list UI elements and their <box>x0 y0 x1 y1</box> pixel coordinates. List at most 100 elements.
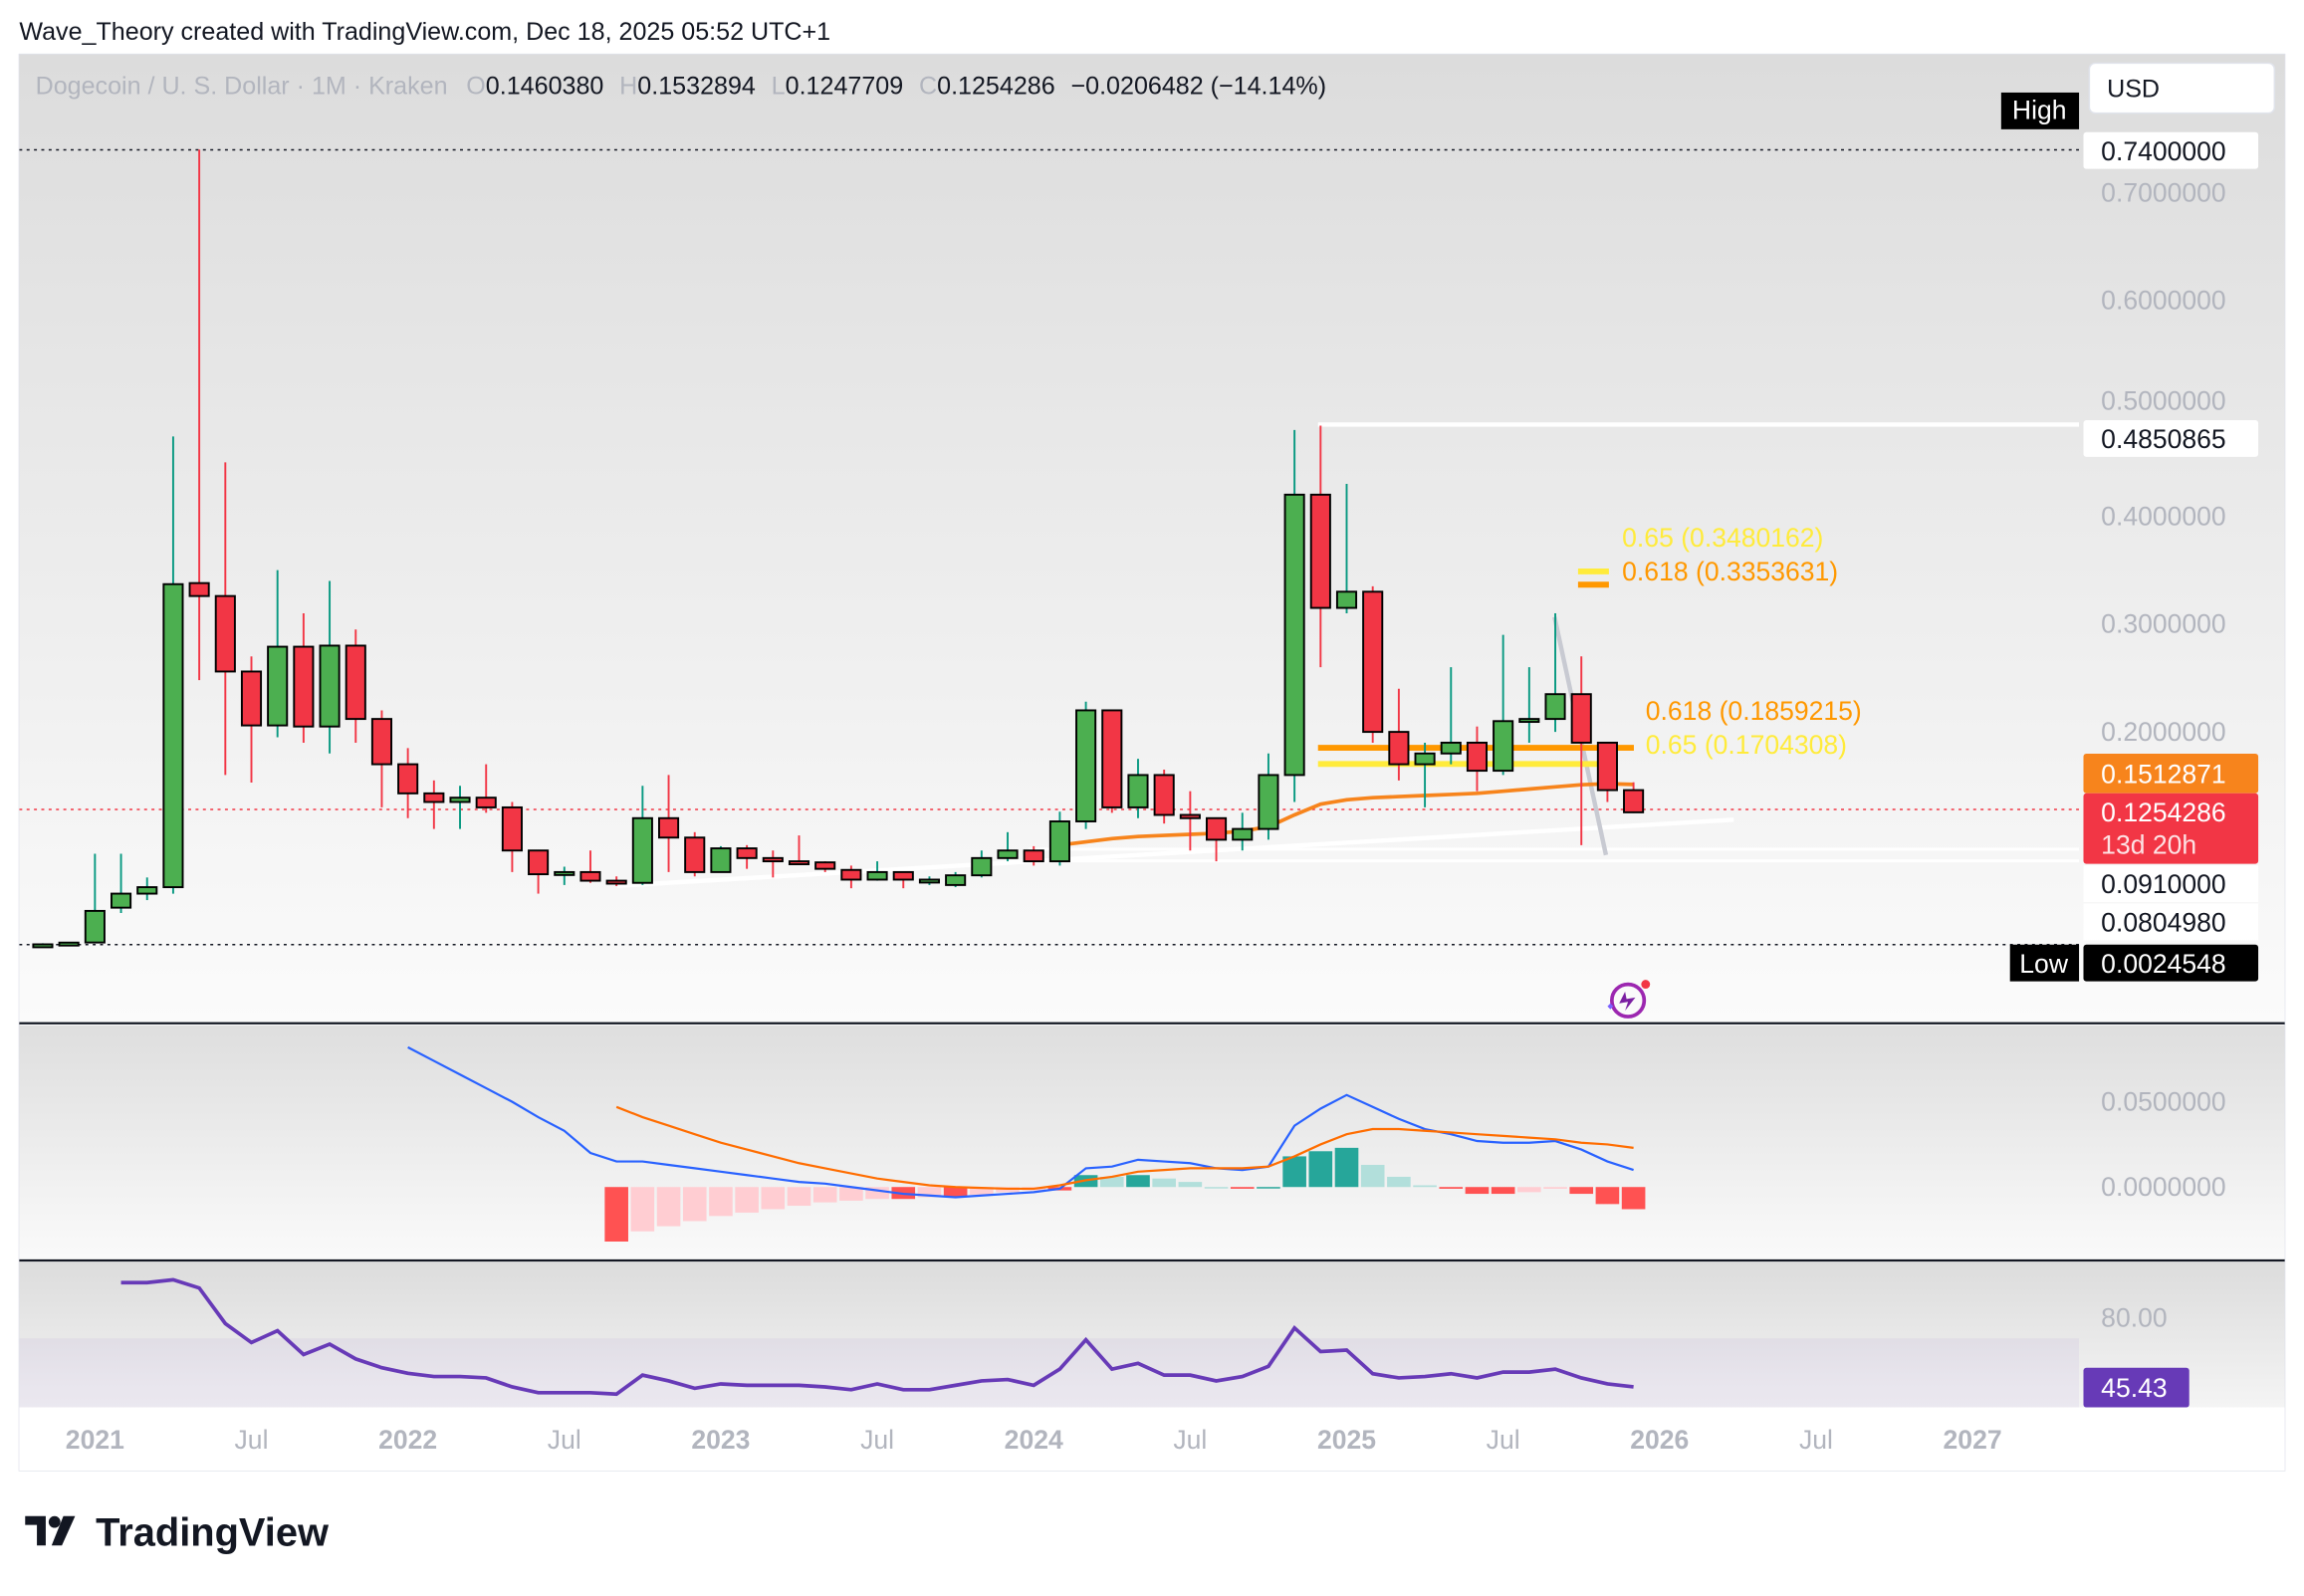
candle-2021-04[interactable] <box>162 436 184 894</box>
candle-2023-10[interactable] <box>945 871 967 888</box>
macd-histogram-bar <box>656 1187 681 1227</box>
candle-2025-07[interactable] <box>1493 634 1514 776</box>
candle-2020-12[interactable] <box>58 941 80 947</box>
candle-2022-02[interactable] <box>423 780 445 829</box>
candle-2025-01[interactable] <box>1335 484 1358 613</box>
candle-2022-01[interactable] <box>397 748 419 818</box>
price-axis[interactable]: 0.7000000 0.6000000 0.5000000 0.4000000 0.30… <box>2101 177 2226 747</box>
candle-body <box>892 870 914 881</box>
candle-2022-08[interactable] <box>579 850 601 883</box>
candle-2023-01[interactable] <box>710 845 732 873</box>
candle-2025-11[interactable] <box>1596 741 1618 802</box>
candle-2021-05[interactable] <box>188 149 210 681</box>
time-tick: Jul <box>860 1425 894 1455</box>
candle-2025-09[interactable] <box>1544 612 1566 733</box>
candle-2021-12[interactable] <box>370 710 393 807</box>
tradingview-logo[interactable]: TradingView <box>25 1510 330 1554</box>
candle-2023-11[interactable] <box>971 850 993 878</box>
candle-2021-10[interactable] <box>319 580 341 754</box>
candle-2024-07[interactable] <box>1179 791 1201 851</box>
candle-2024-06[interactable] <box>1153 770 1175 824</box>
fib-0618-lower-label: 0.618 (0.1859215) <box>1646 696 1862 726</box>
macd-histogram-bar <box>1334 1147 1359 1188</box>
macd-histogram-bar <box>1282 1156 1306 1188</box>
candle-2021-02[interactable] <box>110 853 132 914</box>
rsi-line <box>120 1277 1634 1397</box>
candle-body <box>110 892 132 909</box>
candle-2023-05[interactable] <box>814 861 836 872</box>
candle-2022-06[interactable] <box>528 849 550 894</box>
candle-2022-04[interactable] <box>475 764 497 813</box>
candle-2025-03[interactable] <box>1388 688 1410 781</box>
candle-2025-06[interactable] <box>1466 726 1489 792</box>
lightning-icon[interactable] <box>1607 980 1651 1019</box>
candle-2021-11[interactable] <box>345 629 366 743</box>
macd-histogram-bar <box>1543 1187 1567 1189</box>
candle-2023-07[interactable] <box>866 861 888 881</box>
candle-body <box>1101 709 1123 808</box>
candle-body <box>1388 731 1410 766</box>
macd-tick: 0.0000000 <box>2101 1172 2226 1202</box>
candle-body <box>579 870 601 882</box>
candle-2022-10[interactable] <box>631 786 653 885</box>
candle-2024-12[interactable] <box>1309 425 1331 668</box>
candle-body <box>1048 820 1070 863</box>
symbol-legend[interactable]: Dogecoin / U. S. Dollar · 1M · Kraken O0… <box>36 72 1326 100</box>
candle-2025-10[interactable] <box>1570 656 1592 845</box>
currency-label: USD <box>2107 75 2160 103</box>
candle-body <box>214 594 236 673</box>
macd-plot <box>407 1045 1646 1243</box>
low-value-box <box>2083 944 2259 982</box>
candle-2020-11[interactable] <box>32 943 54 949</box>
candle-2021-03[interactable] <box>136 877 158 901</box>
candle-2022-12[interactable] <box>684 831 706 877</box>
currency-button[interactable]: USD <box>2088 62 2276 114</box>
candle-2022-09[interactable] <box>605 876 627 886</box>
candle-2021-06[interactable] <box>214 462 236 776</box>
candle-2021-09[interactable] <box>293 612 315 743</box>
macd-histogram-bar <box>943 1187 968 1198</box>
candle-2024-05[interactable] <box>1127 759 1149 818</box>
candle-2024-10[interactable] <box>1258 753 1279 840</box>
macd-histogram-bar <box>812 1187 837 1203</box>
price-tick: 0.4000000 <box>2101 501 2226 531</box>
candle-2023-06[interactable] <box>840 865 862 889</box>
candle-2023-09[interactable] <box>918 876 941 885</box>
candle-2024-01[interactable] <box>1023 845 1044 866</box>
level-0485-box <box>2083 420 2259 457</box>
time-tick: 2025 <box>1317 1425 1376 1455</box>
low-label: L <box>772 72 786 100</box>
candle-2022-11[interactable] <box>658 775 680 872</box>
candle-2025-05[interactable] <box>1440 667 1462 765</box>
candle-2024-09[interactable] <box>1232 812 1254 851</box>
candle-2023-08[interactable] <box>892 870 914 889</box>
candle-2024-03[interactable] <box>1075 701 1097 829</box>
candle-2021-01[interactable] <box>84 853 106 944</box>
candle-2024-08[interactable] <box>1206 816 1228 862</box>
candle-2025-08[interactable] <box>1518 667 1540 743</box>
candle-2021-07[interactable] <box>240 656 263 784</box>
candle-body <box>866 870 888 881</box>
candle-2025-04[interactable] <box>1414 742 1436 807</box>
candle-2022-03[interactable] <box>449 786 471 829</box>
candle-2025-12[interactable] <box>1623 782 1645 813</box>
support-trendline[interactable] <box>616 817 1734 888</box>
candle-2021-08[interactable] <box>267 570 289 738</box>
candle-2023-03[interactable] <box>762 850 784 878</box>
level-0485-label: 0.4850865 <box>2101 424 2226 454</box>
macd-pane[interactable] <box>19 1025 2285 1259</box>
candle-2023-02[interactable] <box>736 844 758 869</box>
price-pane[interactable] <box>19 54 2285 1023</box>
candle-2022-07[interactable] <box>554 866 576 885</box>
candle-2025-02[interactable] <box>1362 585 1384 743</box>
candle-2024-11[interactable] <box>1283 429 1305 802</box>
ma-value-box <box>2083 753 2259 794</box>
candle-2023-12[interactable] <box>997 831 1019 862</box>
candle-2022-05[interactable] <box>501 801 523 872</box>
time-axis[interactable] <box>19 1407 2285 1472</box>
rsi-pane[interactable] <box>19 1261 2285 1408</box>
candle-2023-04[interactable] <box>788 835 810 865</box>
candle-2024-02[interactable] <box>1048 811 1070 866</box>
candle-2024-04[interactable] <box>1101 709 1123 813</box>
